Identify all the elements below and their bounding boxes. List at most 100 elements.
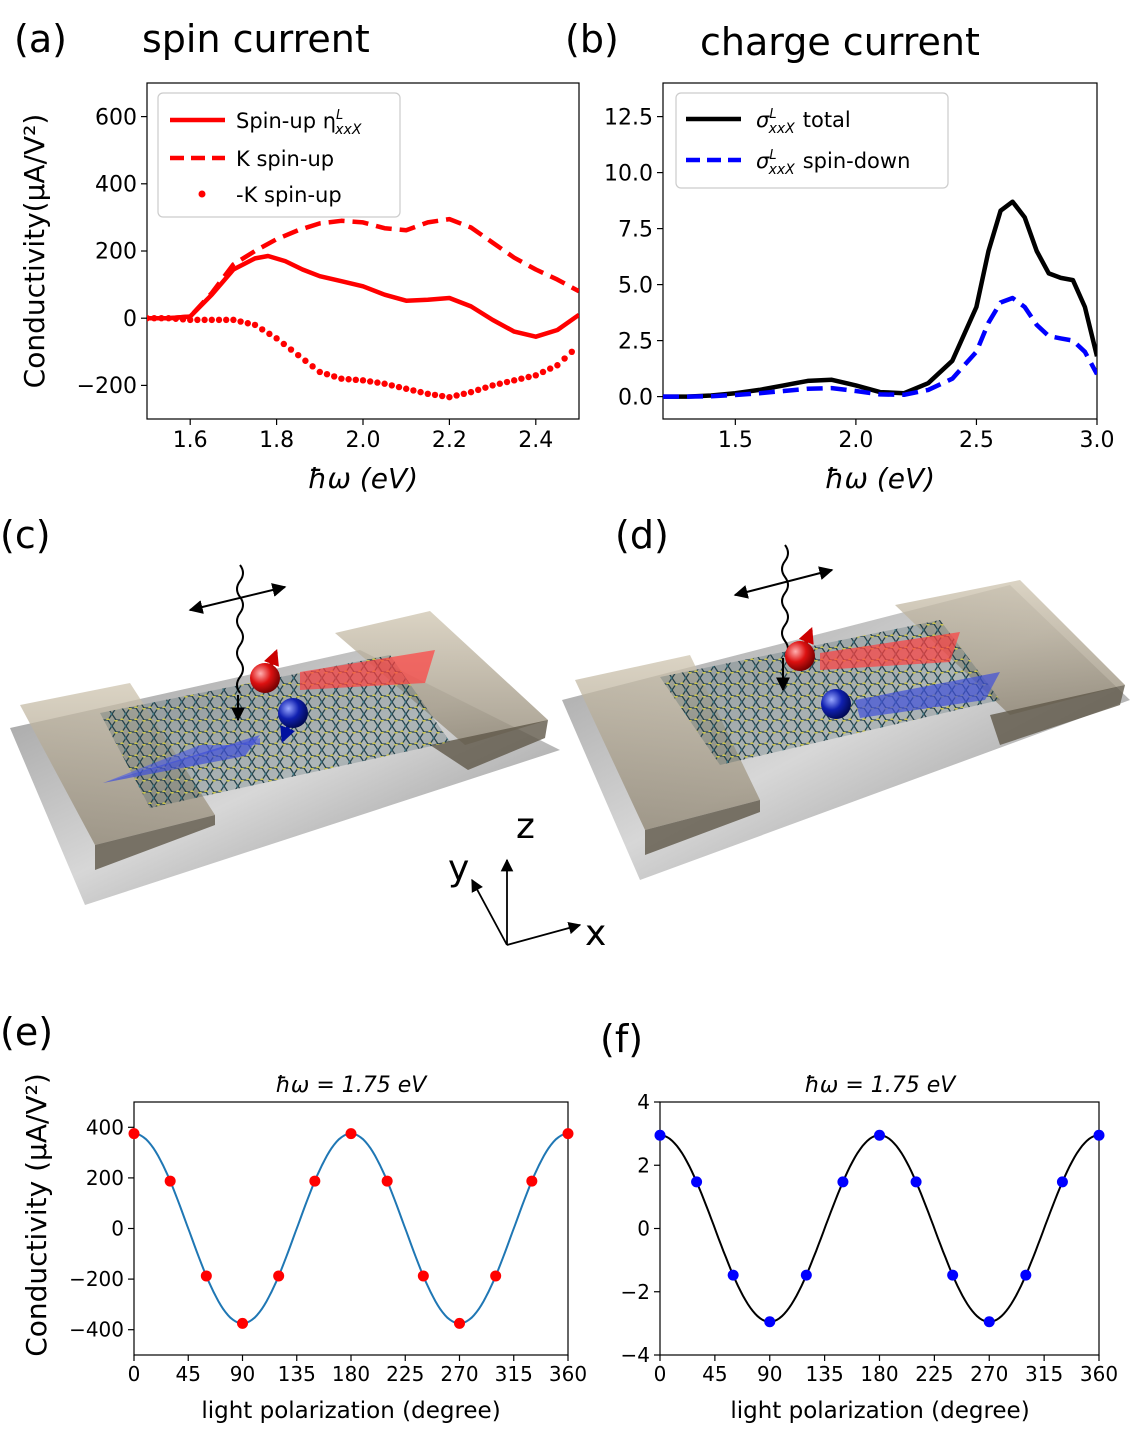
x-tick-label: 1.5: [718, 428, 753, 453]
x-tick-label: 45: [176, 1362, 201, 1386]
series-dot: [554, 362, 561, 369]
series-dot: [223, 316, 230, 324]
panel-c-letter: (c): [0, 513, 51, 557]
series-dot: [309, 363, 316, 370]
data-point: [417, 1270, 429, 1282]
series-dot: [525, 373, 532, 381]
panel-d: (d): [562, 513, 1130, 880]
series-dot: [172, 315, 179, 322]
x-tick-label: 360: [549, 1362, 587, 1386]
y-tick-label: −400: [69, 1318, 124, 1342]
series-dot: [511, 377, 518, 384]
data-point: [947, 1269, 959, 1281]
x-tick-label: 180: [332, 1362, 370, 1386]
series-dot: [345, 376, 352, 383]
series-dot: [215, 316, 223, 324]
data-point: [309, 1175, 321, 1187]
x-tick-label: 3.0: [1080, 428, 1115, 453]
spin-up-electron-icon: [785, 641, 815, 671]
legend-b-label-1: σL xxX spin-down: [756, 148, 910, 178]
series-dot: [381, 380, 388, 387]
y-tick-label: 600: [95, 105, 137, 130]
panel-e-frame: [133, 1101, 569, 1356]
panel-e-points: [128, 1128, 574, 1329]
z-axis-label: z: [516, 806, 535, 847]
panel-e-ylabel: Conductivity (μA/V²): [20, 1073, 53, 1357]
series-dot: [208, 316, 215, 324]
series-dot: [460, 390, 467, 397]
y-tick-label: 10.0: [604, 161, 653, 186]
spin-up-electron-icon: [250, 663, 280, 693]
series-line: [147, 253, 579, 339]
series-dot: [424, 390, 431, 397]
series-dot: [201, 316, 208, 324]
series-dot: [295, 351, 302, 359]
panel-e-ticks: 0 45 90 135 180 225 270 315 360 −400 −200 0 200 400: [69, 1115, 587, 1386]
x-tick-label: 315: [1025, 1362, 1063, 1386]
data-point: [727, 1269, 739, 1281]
data-point: [490, 1270, 502, 1282]
data-point: [1093, 1129, 1105, 1141]
right-electrode: [335, 611, 548, 745]
data-point: [164, 1175, 176, 1187]
panel-b: (b) charge current 1.5 2.0 2.5 3.0 0.0 2.5 5.0…: [565, 17, 1115, 495]
series-dot: [151, 315, 158, 322]
series-dot: [323, 371, 331, 378]
series-dot: [547, 365, 554, 372]
y-axis-label: y: [448, 848, 469, 889]
x-tick-label: 270: [440, 1362, 478, 1386]
panel-a-ylabel: Conductivity(μA/V²): [18, 114, 51, 389]
data-point: [654, 1129, 666, 1141]
x-tick-label: 45: [702, 1362, 727, 1386]
polarization-arrow-icon: [733, 566, 834, 599]
right-electrode-side: [990, 685, 1125, 745]
series-dot: [237, 318, 244, 325]
panel-a: (a) spin current 1.6 1.8 2.0 2.2 2.4 −200 0 200…: [14, 17, 580, 495]
y-tick-label: −200: [69, 1267, 124, 1291]
x-tick-label: 2.2: [432, 428, 467, 453]
series-dot: [352, 376, 359, 383]
panel-b-frame: [662, 82, 1098, 420]
series-line: [663, 199, 1097, 399]
data-point: [128, 1128, 140, 1140]
panel-f-title: ħω = 1.75 eV: [805, 1073, 958, 1098]
series-dot: [417, 388, 424, 396]
panel-b-legend: σL xxX total σL xxX spin-down: [675, 92, 949, 189]
panel-b-letter: (b): [565, 17, 619, 61]
series-dot: [388, 382, 395, 389]
fit-curve: [660, 1134, 1099, 1323]
x-tick-label: 0: [654, 1362, 667, 1386]
series-dot: [561, 355, 568, 362]
series-dot: [331, 373, 338, 380]
series-dot: [568, 348, 575, 355]
y-tick-label: 0: [637, 1217, 650, 1241]
panel-e-letter: (e): [0, 1010, 53, 1054]
panel-f: (f) ħω = 1.75 eV 0 45 90 135 180 225 270 315 360…: [600, 1017, 1118, 1424]
red-current-arrow: [820, 632, 960, 670]
x-tick-label: 315: [495, 1362, 533, 1386]
panel-b-legend-box: [675, 92, 949, 189]
y-tick-label: 4: [637, 1090, 650, 1114]
legend-a-label-1: K spin-up: [236, 147, 334, 171]
data-point: [237, 1317, 248, 1329]
series-dot: [194, 316, 201, 324]
x-tick-label: 0: [128, 1362, 141, 1386]
x-tick-label: 1.8: [259, 428, 294, 453]
series-dot: [179, 316, 187, 323]
y-tick-label: 2: [637, 1153, 650, 1177]
y-tick-label: 400: [95, 173, 137, 198]
y-tick-label: 0.0: [618, 385, 653, 410]
y-tick-label: 7.5: [618, 217, 653, 242]
x-tick-label: 135: [278, 1362, 316, 1386]
legend-b-label-0: σL xxX total: [756, 107, 851, 137]
data-point: [454, 1317, 465, 1329]
y-tick-label: −200: [77, 374, 137, 399]
series-dot: [338, 375, 345, 382]
panel-a-legend-box: [157, 92, 401, 218]
fit-curve: [134, 1132, 568, 1325]
x-tick-label: 360: [1080, 1362, 1118, 1386]
x-tick-label: 270: [970, 1362, 1008, 1386]
panel-b-ticks: 1.5 2.0 2.5 3.0 0.0 2.5 5.0 7.5 10.0 12.5: [604, 105, 1114, 453]
right-electrode: [895, 580, 1125, 715]
